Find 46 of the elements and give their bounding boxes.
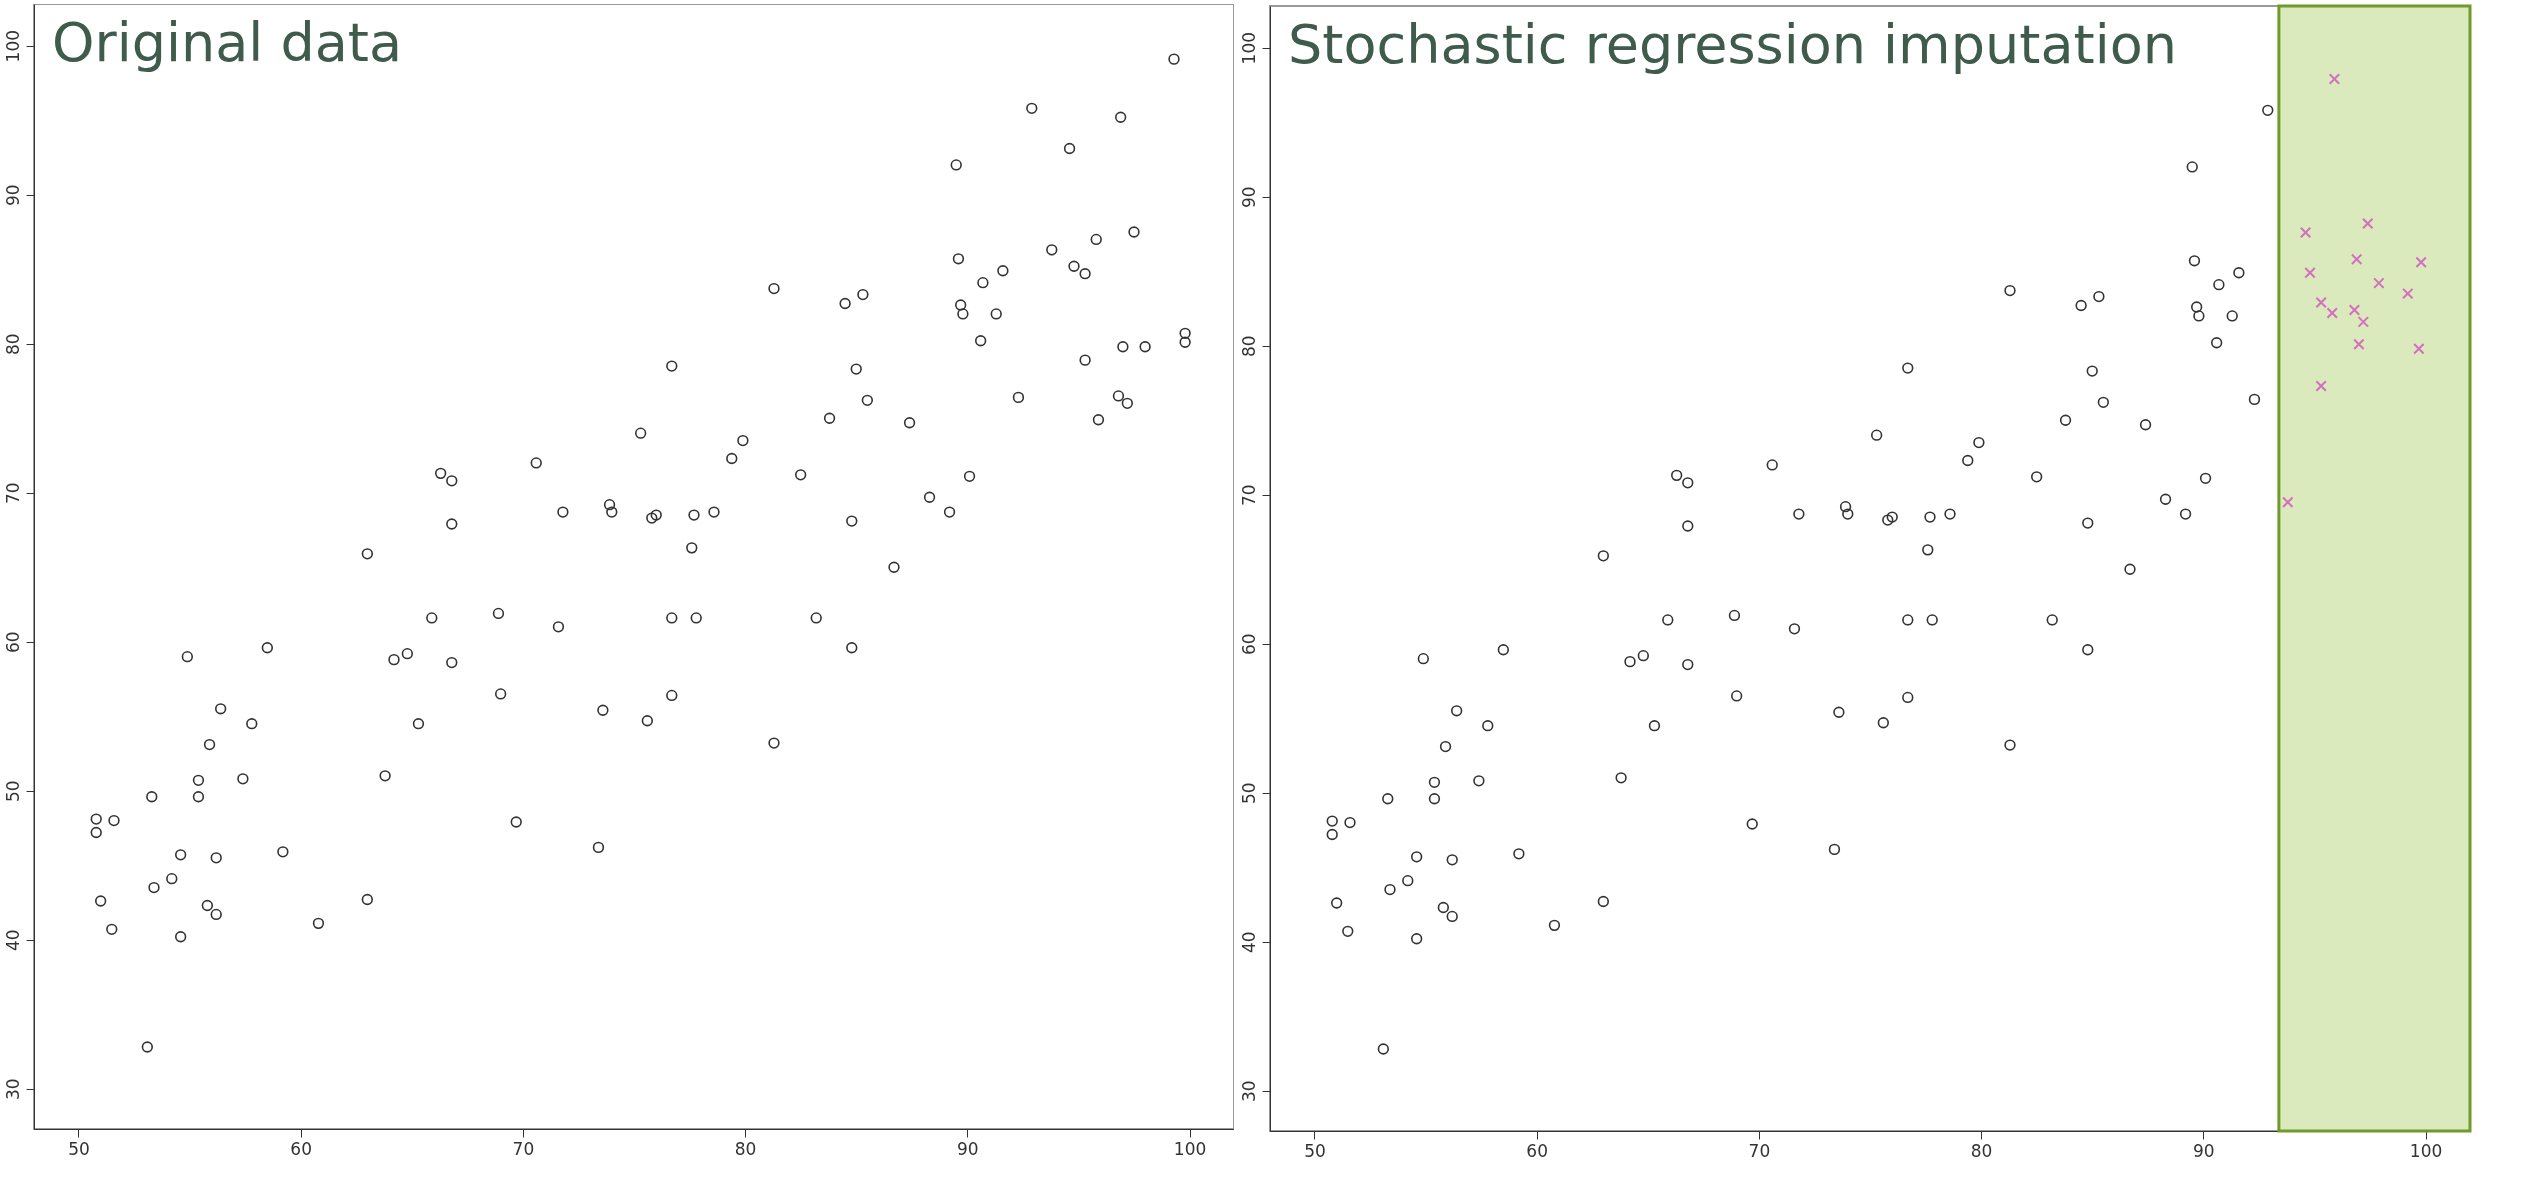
point	[2362, 217, 2374, 230]
x-tick-label: 100	[1173, 1138, 1207, 1159]
point	[2299, 226, 2312, 239]
point	[2282, 496, 2294, 508]
point	[2328, 73, 2341, 85]
point	[2326, 307, 2338, 319]
point	[2315, 296, 2327, 309]
y-tick-label: 40	[2, 929, 23, 952]
point	[2402, 287, 2414, 300]
y-tick-label: 80	[2, 333, 23, 356]
y-tick-label: 30	[1238, 1080, 1259, 1103]
point	[2304, 266, 2316, 279]
point	[2348, 304, 2361, 316]
x-tick-label: 50	[1304, 1140, 1326, 1161]
y-tick-label: 90	[2, 184, 23, 207]
y-tick-label: 80	[1238, 335, 1259, 358]
point	[2413, 342, 2425, 355]
x-tick-label: 50	[68, 1138, 90, 1159]
y-tick-label: 70	[2, 482, 23, 505]
x-tick-label: 100	[2409, 1140, 2443, 1161]
point	[2315, 380, 2327, 392]
x-tick-label: 90	[957, 1138, 979, 1159]
x-tick-label: 70	[512, 1138, 535, 1159]
point	[2373, 277, 2385, 289]
y-tick-label: 60	[1238, 633, 1259, 656]
x-tick-label: 60	[290, 1138, 312, 1159]
y-tick-label: 60	[2, 631, 23, 654]
y-tick-label: 100	[1238, 32, 1259, 65]
x-tick-label: 80	[1970, 1140, 1993, 1161]
y-tick-label: 40	[1238, 931, 1259, 954]
y-tick-label: 70	[1238, 484, 1259, 507]
point	[2415, 256, 2427, 269]
y-tick-label: 50	[2, 780, 23, 803]
point	[2357, 316, 2370, 328]
x-tick-label: 80	[734, 1138, 757, 1159]
y-tick-label: 50	[1238, 782, 1259, 805]
y-tick-label: 100	[2, 30, 23, 63]
x-tick-label: 60	[1526, 1140, 1548, 1161]
chart-title: Original data	[52, 11, 403, 74]
x-tick-label: 90	[2193, 1140, 2215, 1161]
y-tick-label: 90	[1238, 186, 1259, 209]
point	[2353, 338, 2365, 350]
x-tick-label: 70	[1748, 1140, 1771, 1161]
point	[2350, 253, 2363, 266]
chart-title: Stochastic regression imputation	[1288, 13, 2177, 76]
y-tick-label: 30	[2, 1078, 23, 1101]
